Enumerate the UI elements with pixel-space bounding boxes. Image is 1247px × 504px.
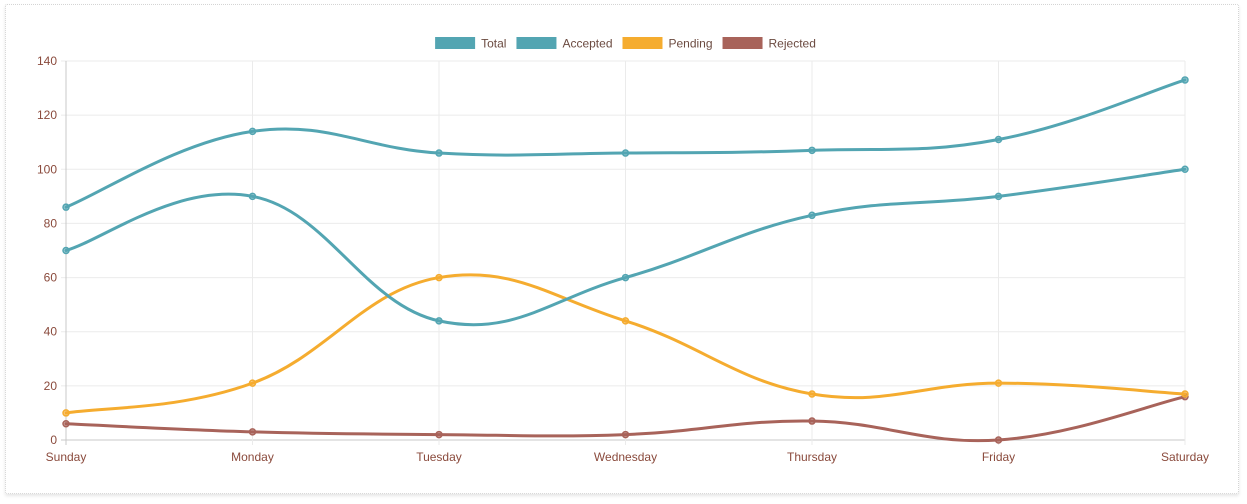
x-tick-label: Sunday	[46, 450, 87, 464]
series-total	[62, 76, 1189, 211]
legend-label: Rejected	[769, 37, 816, 51]
legend-item-pending[interactable]: Pending	[622, 37, 713, 51]
data-point[interactable]	[435, 430, 443, 439]
data-point[interactable]	[435, 149, 443, 157]
x-tick-label: Tuesday	[416, 450, 462, 464]
series-rejected	[62, 392, 1189, 444]
data-point[interactable]	[621, 430, 630, 439]
data-point[interactable]	[994, 436, 1003, 444]
legend-item-accepted[interactable]: Accepted	[516, 37, 613, 51]
data-point[interactable]	[435, 317, 443, 325]
data-point[interactable]	[808, 390, 816, 398]
series-pending	[62, 273, 1189, 417]
data-point[interactable]	[62, 420, 70, 428]
y-tick-label: 0	[50, 433, 57, 447]
data-point[interactable]	[621, 317, 630, 325]
data-point[interactable]	[62, 409, 70, 417]
data-point[interactable]	[248, 428, 257, 436]
data-point[interactable]	[1181, 76, 1189, 84]
legend-swatch	[622, 37, 663, 49]
x-tick-label: Saturday	[1161, 450, 1209, 464]
legend-label: Pending	[668, 37, 712, 51]
data-point[interactable]	[62, 246, 70, 255]
legend-label: Total	[481, 37, 506, 51]
x-tick-label: Thursday	[787, 450, 837, 464]
legend-label: Accepted	[562, 37, 612, 51]
x-tick-label: Friday	[982, 450, 1015, 464]
data-point[interactable]	[248, 127, 257, 136]
legend-swatch	[516, 37, 557, 49]
data-point[interactable]	[994, 379, 1003, 387]
y-tick-label: 60	[44, 271, 58, 285]
legend-item-total[interactable]: Total	[435, 37, 506, 51]
y-tick-label: 40	[44, 325, 58, 339]
data-point[interactable]	[435, 273, 443, 282]
legend-swatch	[722, 37, 763, 49]
data-point[interactable]	[1181, 165, 1189, 174]
data-point[interactable]	[248, 379, 257, 387]
data-point[interactable]	[994, 192, 1003, 201]
series-accepted	[62, 165, 1189, 327]
legend-swatch	[435, 37, 476, 49]
x-tick-label: Wednesday	[594, 450, 657, 464]
y-tick-label: 100	[37, 162, 57, 176]
grid-layer	[61, 60, 1186, 445]
y-tick-label: 20	[44, 379, 58, 393]
legend[interactable]: Total Accepted Pending Rejected	[435, 37, 816, 51]
legend-item-rejected[interactable]: Rejected	[722, 37, 816, 51]
data-point[interactable]	[808, 417, 816, 425]
data-point[interactable]	[248, 192, 257, 201]
data-point[interactable]	[1181, 390, 1189, 398]
data-point[interactable]	[62, 203, 70, 211]
y-tick-label: 140	[37, 54, 57, 68]
axis-layer: 0 20 40 60 80 100 120 140 Sunday Monday Tuesday Wed…	[37, 54, 1209, 464]
x-tick-label: Monday	[231, 450, 274, 464]
series-layer	[62, 76, 1189, 444]
data-point[interactable]	[808, 211, 816, 220]
data-point[interactable]	[808, 146, 816, 155]
y-tick-label: 80	[44, 216, 58, 230]
y-tick-label: 120	[37, 108, 57, 122]
data-point[interactable]	[621, 149, 630, 157]
data-point[interactable]	[621, 273, 630, 282]
data-point[interactable]	[994, 135, 1003, 144]
chart-card	[5, 4, 1239, 494]
